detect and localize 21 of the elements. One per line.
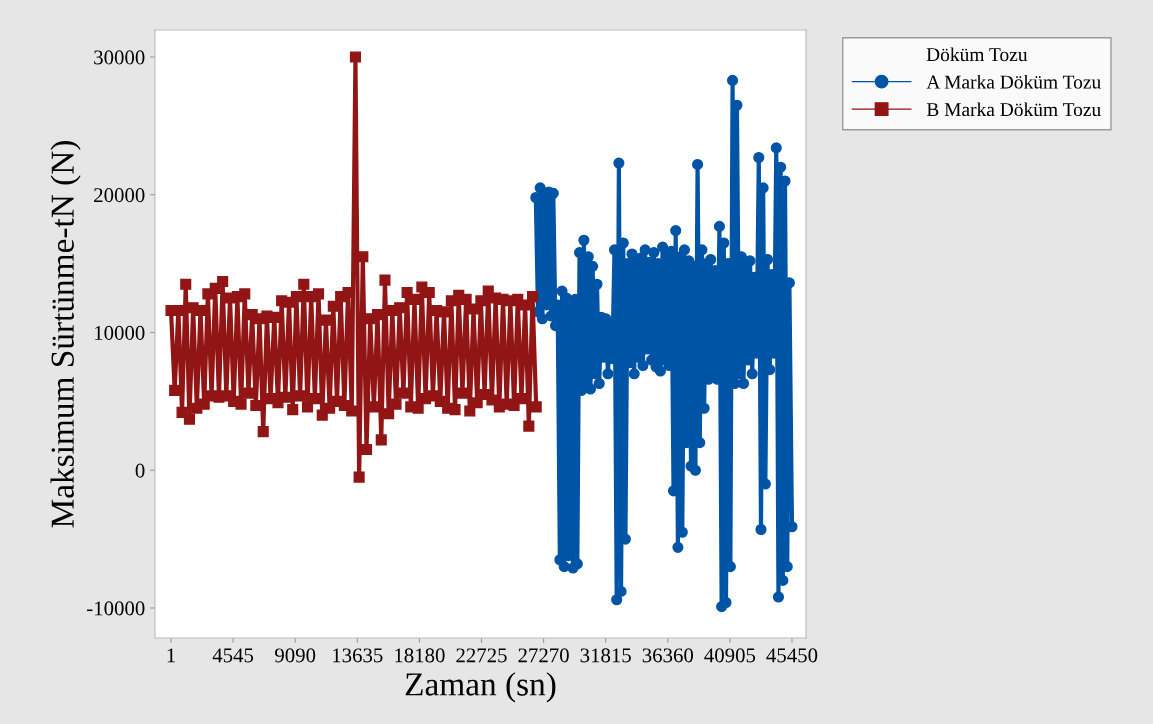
y-tick-label: 20000 xyxy=(94,188,145,203)
x-tick-label: 22725 xyxy=(456,648,507,663)
x-tick-label: 27270 xyxy=(518,648,569,663)
x-tick-label: 45450 xyxy=(766,648,818,663)
y-axis-title: Maksimum Sürtünme-tN (N) xyxy=(50,141,81,528)
y-tick-label: -10000 xyxy=(87,601,145,616)
legend-title: Döküm Tozu xyxy=(926,47,1028,62)
x-tick-label: 9090 xyxy=(275,648,316,663)
x-tick-label: 1 xyxy=(167,648,175,663)
x-axis-title: Zaman (sn) xyxy=(405,672,556,703)
x-tick-label: 18180 xyxy=(395,648,445,663)
x-tick-label: 4545 xyxy=(212,648,254,663)
x-tick-label: 36360 xyxy=(642,648,694,663)
x-tick-label: 31815 xyxy=(580,648,631,663)
legend-label: A Marka Döküm Tozu xyxy=(926,74,1101,89)
y-tick-label: 10000 xyxy=(95,325,145,340)
legend-label: B Marka Döküm Tozu xyxy=(926,102,1101,117)
y-tick-label: 30000 xyxy=(94,50,145,65)
x-tick-label: 13635 xyxy=(333,648,383,663)
y-tick-label: 0 xyxy=(135,463,145,478)
x-tick-label: 40905 xyxy=(704,648,756,663)
